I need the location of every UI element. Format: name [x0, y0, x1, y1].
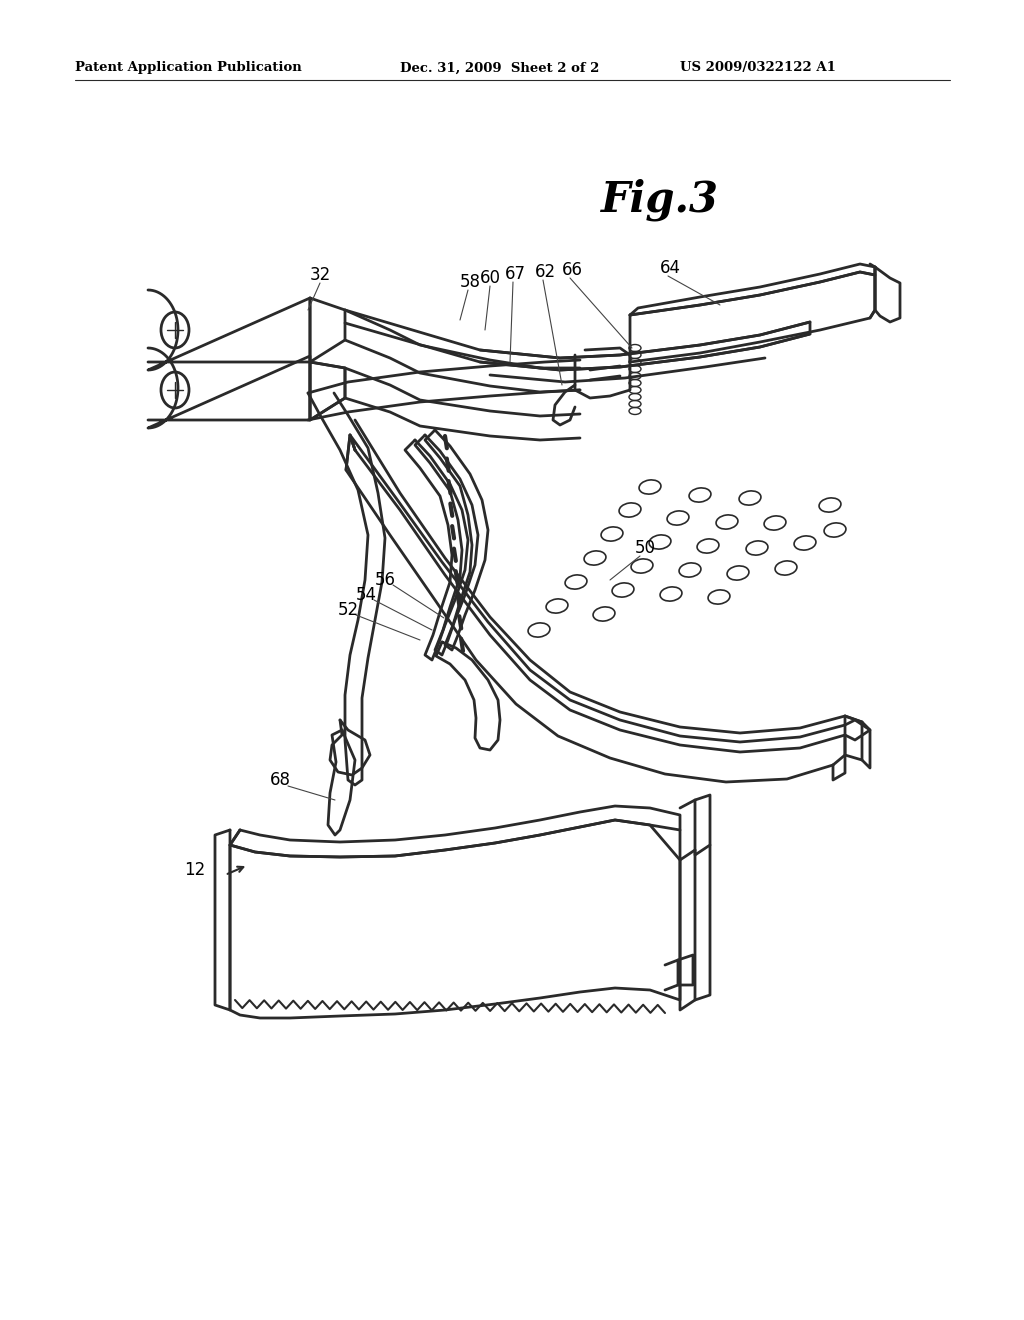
Text: Fig.3: Fig.3 — [601, 178, 719, 222]
Text: 58: 58 — [460, 273, 480, 290]
Text: 68: 68 — [269, 771, 291, 789]
Text: US 2009/0322122 A1: US 2009/0322122 A1 — [680, 62, 836, 74]
Text: 62: 62 — [535, 263, 556, 281]
Text: Patent Application Publication: Patent Application Publication — [75, 62, 302, 74]
Text: 67: 67 — [505, 265, 525, 282]
Text: 52: 52 — [338, 601, 358, 619]
Text: 54: 54 — [355, 586, 377, 605]
Text: 66: 66 — [561, 261, 583, 279]
Text: Dec. 31, 2009  Sheet 2 of 2: Dec. 31, 2009 Sheet 2 of 2 — [400, 62, 599, 74]
Text: 60: 60 — [479, 269, 501, 286]
Text: 56: 56 — [375, 572, 395, 589]
Text: 12: 12 — [184, 861, 206, 879]
Text: 64: 64 — [659, 259, 681, 277]
Text: 50: 50 — [635, 539, 655, 557]
Text: 32: 32 — [309, 267, 331, 284]
